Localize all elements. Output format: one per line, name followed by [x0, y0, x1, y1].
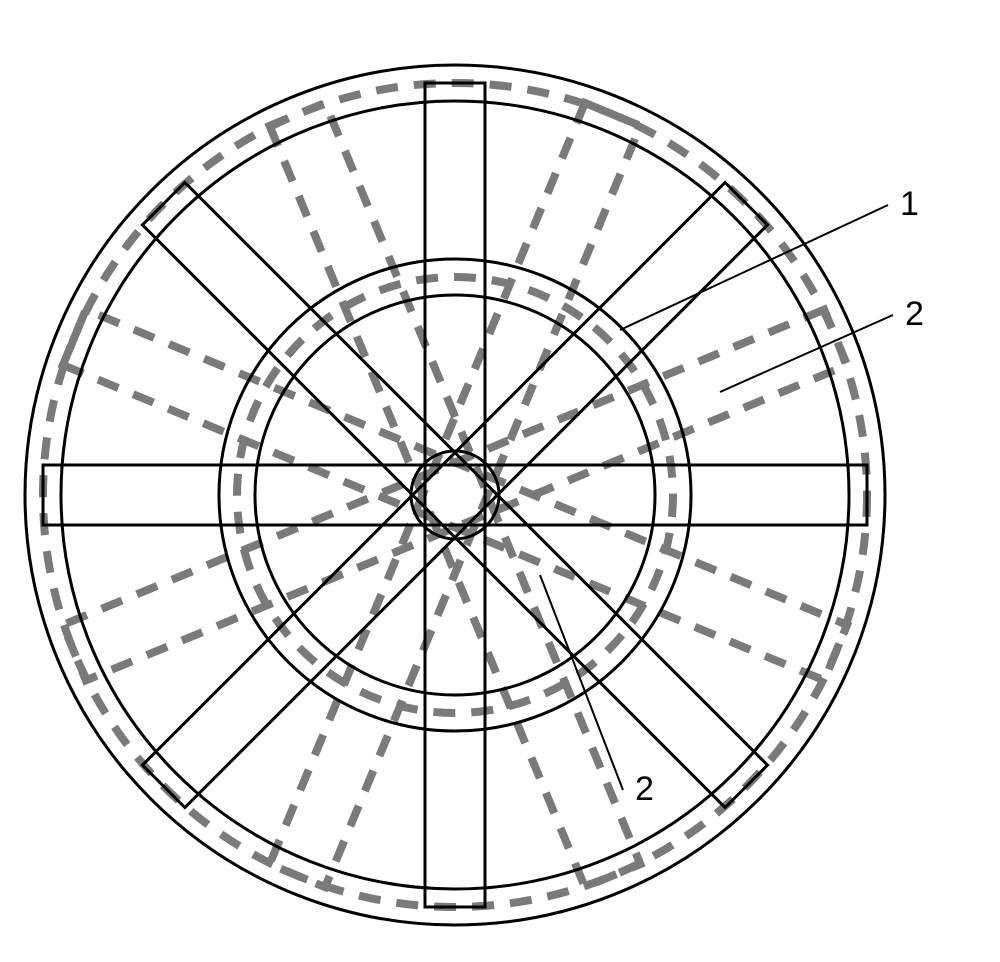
dashed-circle-1 — [237, 277, 673, 713]
dashed-spoke-1 — [270, 103, 641, 887]
solid-spoke-0 — [43, 465, 867, 525]
solid-circle-3 — [255, 295, 655, 695]
wheel-diagram: 1 2 2 — [0, 0, 1000, 962]
label-2a: 2 — [905, 295, 924, 333]
leader-line-1 — [620, 205, 888, 330]
dashed-spoke-2 — [270, 103, 641, 887]
label-2b: 2 — [635, 770, 654, 808]
dashed-layer — [43, 83, 867, 907]
dashed-spoke-3 — [63, 310, 847, 681]
solid-layer — [25, 65, 885, 925]
dashed-spoke-0 — [63, 310, 847, 681]
leader-line-2a — [720, 315, 893, 392]
solid-circle-0 — [25, 65, 885, 925]
dashed-circle-0 — [43, 83, 867, 907]
label-1: 1 — [900, 185, 919, 223]
solid-circle-1 — [61, 101, 849, 889]
solid-spoke-2 — [425, 83, 485, 907]
